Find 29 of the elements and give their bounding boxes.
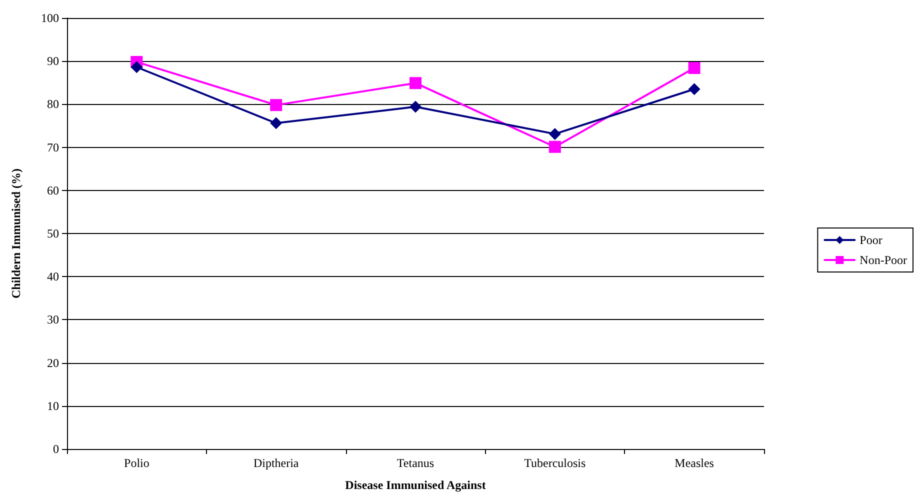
point (548, 128, 561, 140)
point (270, 99, 282, 112)
point (688, 62, 700, 74)
legend-label: Poor (860, 233, 882, 247)
y-tick-label: 50 (47, 226, 59, 240)
x-tick-label: Polio (124, 456, 150, 470)
point (270, 117, 282, 130)
point (130, 61, 143, 74)
point (688, 83, 700, 96)
y-tick-label: 100 (41, 11, 59, 25)
y-tick-label: 60 (47, 183, 59, 198)
x-tick-label: Tetanus (396, 456, 434, 470)
point (410, 77, 422, 90)
y-tick-label: 30 (47, 312, 59, 327)
x-tick-label: Tuberculosis (524, 456, 586, 470)
y-tick-label: 90 (47, 54, 59, 68)
y-tick-label: 10 (47, 398, 59, 413)
y-tick-label: 40 (47, 270, 59, 284)
y-tick-label: 80 (47, 97, 59, 112)
legend-label: Non-Poor (860, 253, 908, 267)
y-axis-title: Childern Immunised (%) (9, 168, 23, 299)
point (548, 140, 561, 153)
y-tick-label: 0 (53, 442, 59, 456)
x-axis-title: Disease Immunised Against (345, 478, 486, 492)
x-tick-label: Diptheria (253, 456, 300, 470)
y-tick-label: 70 (47, 140, 59, 154)
x-tick-label: Measles (674, 456, 714, 470)
point (410, 100, 422, 113)
y-tick-label: 20 (47, 356, 59, 370)
